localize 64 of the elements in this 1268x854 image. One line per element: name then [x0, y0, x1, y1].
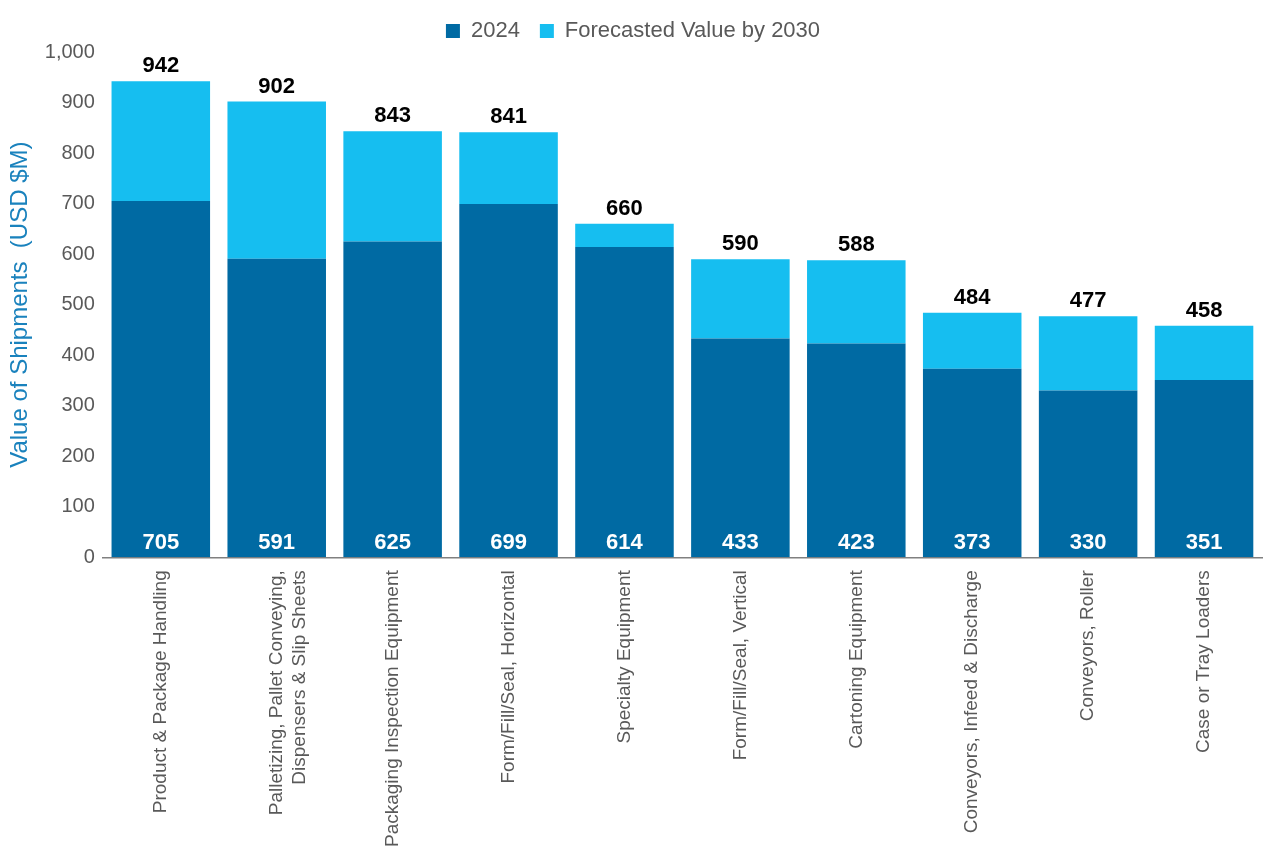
bar [459, 204, 558, 558]
total-label: 942 [142, 52, 180, 78]
total-label: 590 [722, 230, 759, 256]
x-tick-label: Conveyors, Infeed & Discharge [960, 570, 982, 834]
y-tick-label: 600 [61, 241, 95, 264]
total-label: 458 [1185, 296, 1223, 322]
bar [922, 312, 1022, 369]
bar [807, 343, 906, 558]
y-tick-label: 1,000 [44, 39, 95, 62]
data-label: 373 [953, 529, 991, 555]
total-label: 841 [490, 103, 527, 129]
total-label: 588 [837, 231, 875, 257]
total-label: 843 [374, 102, 411, 128]
data-label: 330 [1069, 529, 1107, 555]
x-tick-label: Form/Fill/Seal, Horizontal [496, 570, 518, 784]
bar [459, 132, 558, 205]
bar [691, 259, 790, 339]
x-tick-label: Form/Fill/Seal, Vertical [728, 570, 750, 761]
bar [227, 258, 326, 558]
x-tick-label: Conveyors, Roller [1076, 569, 1098, 722]
total-label: 477 [1069, 287, 1107, 313]
bar [1038, 390, 1138, 558]
data-label: 423 [837, 529, 875, 555]
y-axis-title: Value of Shipments (USD $M) [5, 141, 33, 468]
legend-label: 2024 [470, 17, 520, 43]
bar [343, 131, 442, 242]
x-tick-label: Packaging Inspection Equipment [380, 569, 402, 847]
bar [227, 101, 326, 259]
bar [1154, 379, 1254, 558]
total-label: 660 [606, 194, 643, 220]
bar [691, 338, 790, 558]
y-tick-label: 700 [61, 191, 95, 214]
y-tick-label: 200 [61, 443, 95, 466]
data-label: 433 [722, 529, 759, 555]
x-tick-label: Cartoning Equipment [844, 569, 866, 749]
x-tick-label: Case or Tray Loaders [1192, 570, 1214, 753]
bar [922, 368, 1022, 558]
legend-label: Forecasted Value by 2030 [564, 17, 821, 43]
bar [1154, 325, 1254, 380]
x-tick-label: Palletizing, Pallet Conveying, Dispensers & Slip Sheets [264, 570, 309, 816]
data-label: 591 [258, 529, 296, 555]
x-tick-label: Specialty Equipment [612, 569, 634, 744]
x-tick-label: Product & Package Handling [149, 570, 171, 814]
data-label: 625 [374, 529, 411, 555]
bar [111, 81, 211, 202]
data-label: 699 [490, 529, 527, 555]
bar [111, 201, 211, 558]
bar [575, 247, 674, 558]
bar [807, 260, 906, 344]
y-tick-label: 100 [61, 494, 95, 517]
y-tick-label: 800 [61, 140, 95, 163]
total-label: 902 [258, 72, 296, 98]
bar [1038, 316, 1138, 391]
y-tick-label: 400 [61, 342, 95, 365]
y-tick-label: 500 [61, 292, 95, 315]
total-label: 484 [953, 283, 992, 309]
bar [575, 223, 674, 248]
data-label: 351 [1185, 529, 1223, 555]
y-tick-label: 0 [83, 544, 95, 567]
y-tick-label: 300 [61, 393, 95, 416]
bar [343, 241, 442, 558]
data-label: 705 [142, 529, 180, 555]
y-tick-label: 900 [61, 90, 95, 113]
data-label: 614 [606, 529, 644, 555]
